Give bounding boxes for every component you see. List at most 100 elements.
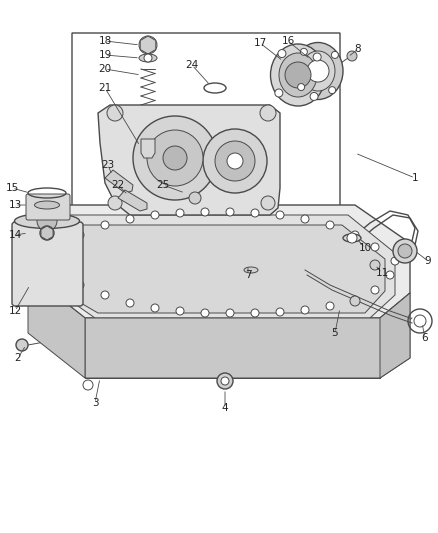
Text: 17: 17	[253, 38, 267, 48]
Text: 20: 20	[99, 64, 112, 74]
Circle shape	[370, 260, 380, 270]
Circle shape	[139, 36, 157, 54]
FancyBboxPatch shape	[26, 194, 70, 220]
Text: 13: 13	[8, 200, 21, 210]
Circle shape	[350, 296, 360, 306]
Ellipse shape	[293, 43, 343, 100]
Circle shape	[76, 281, 84, 289]
Circle shape	[203, 129, 267, 193]
Circle shape	[133, 116, 217, 200]
Circle shape	[276, 308, 284, 316]
Text: 12: 12	[8, 306, 21, 316]
Circle shape	[144, 54, 152, 62]
Ellipse shape	[14, 214, 80, 229]
Circle shape	[300, 49, 307, 55]
Circle shape	[251, 309, 259, 317]
Polygon shape	[45, 215, 395, 318]
Text: 2: 2	[15, 353, 21, 363]
Circle shape	[386, 271, 394, 279]
Circle shape	[51, 244, 59, 252]
Ellipse shape	[271, 44, 325, 106]
Circle shape	[310, 92, 318, 100]
Circle shape	[301, 306, 309, 314]
Circle shape	[189, 192, 201, 204]
Circle shape	[307, 60, 329, 82]
Text: 10: 10	[358, 243, 371, 253]
Circle shape	[151, 211, 159, 219]
Circle shape	[176, 209, 184, 217]
Circle shape	[261, 196, 275, 210]
Circle shape	[226, 309, 234, 317]
Circle shape	[107, 105, 123, 121]
Circle shape	[332, 51, 338, 59]
Ellipse shape	[35, 201, 60, 209]
Circle shape	[347, 51, 357, 61]
Circle shape	[301, 215, 309, 223]
Circle shape	[371, 286, 379, 294]
Circle shape	[108, 196, 122, 210]
Circle shape	[126, 299, 134, 307]
Polygon shape	[28, 205, 410, 318]
Polygon shape	[28, 273, 85, 378]
FancyBboxPatch shape	[12, 222, 83, 306]
Polygon shape	[380, 293, 410, 378]
Circle shape	[16, 339, 28, 351]
Circle shape	[371, 243, 379, 251]
Text: 18: 18	[99, 36, 112, 46]
Circle shape	[151, 304, 159, 312]
Circle shape	[40, 226, 54, 240]
Circle shape	[126, 215, 134, 223]
Ellipse shape	[301, 51, 335, 91]
Circle shape	[37, 211, 57, 231]
Circle shape	[398, 244, 412, 258]
Text: 22: 22	[111, 180, 125, 190]
Circle shape	[221, 377, 229, 385]
Text: 3: 3	[92, 398, 98, 408]
Text: 4: 4	[222, 403, 228, 413]
Circle shape	[393, 239, 417, 263]
Circle shape	[217, 373, 233, 389]
Circle shape	[76, 231, 84, 239]
Text: 15: 15	[5, 183, 19, 193]
Polygon shape	[85, 318, 380, 378]
Circle shape	[260, 105, 276, 121]
Circle shape	[276, 211, 284, 219]
Circle shape	[313, 53, 321, 61]
Circle shape	[226, 208, 234, 216]
Text: 21: 21	[99, 83, 112, 93]
Circle shape	[147, 130, 203, 186]
Text: 7: 7	[245, 270, 251, 280]
Ellipse shape	[139, 54, 157, 62]
Text: 6: 6	[422, 333, 428, 343]
Circle shape	[227, 153, 243, 169]
Text: 9: 9	[425, 256, 431, 266]
Circle shape	[83, 380, 93, 390]
Polygon shape	[85, 293, 410, 378]
Circle shape	[298, 84, 305, 91]
Text: 5: 5	[332, 328, 338, 338]
Circle shape	[51, 269, 59, 277]
Circle shape	[328, 87, 336, 94]
Circle shape	[391, 257, 399, 265]
Polygon shape	[98, 105, 280, 215]
Polygon shape	[118, 190, 147, 211]
Polygon shape	[55, 225, 385, 313]
Polygon shape	[105, 170, 133, 193]
Ellipse shape	[244, 267, 258, 273]
Circle shape	[275, 89, 283, 97]
Ellipse shape	[343, 234, 361, 242]
Text: 25: 25	[156, 180, 170, 190]
Circle shape	[278, 50, 286, 58]
Text: 16: 16	[281, 36, 295, 46]
Circle shape	[351, 296, 359, 304]
Polygon shape	[41, 226, 53, 240]
Circle shape	[201, 309, 209, 317]
Circle shape	[326, 221, 334, 229]
Circle shape	[163, 146, 187, 170]
Text: 8: 8	[355, 44, 361, 54]
Text: 1: 1	[412, 173, 418, 183]
Polygon shape	[140, 36, 156, 54]
Circle shape	[251, 209, 259, 217]
Polygon shape	[141, 139, 155, 158]
Circle shape	[351, 231, 359, 239]
